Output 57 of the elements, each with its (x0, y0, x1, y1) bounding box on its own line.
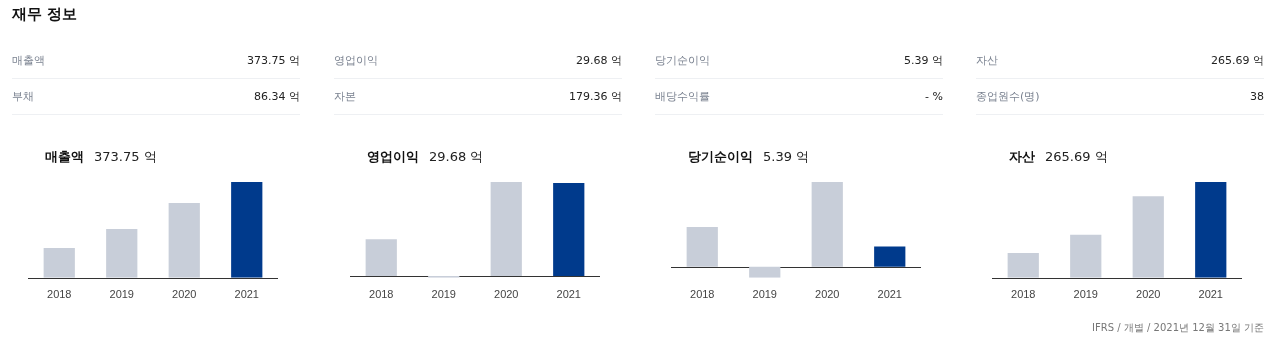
x-tick-label: 2020 (494, 288, 519, 301)
bar (43, 248, 75, 278)
chart-subtitle: 5.39 억 (763, 149, 810, 164)
text: 179.36 억 (569, 89, 622, 104)
x-tick-label: 2021 (556, 288, 581, 301)
bar (811, 182, 843, 267)
bar (686, 226, 718, 267)
x-tick-label: 2021 (877, 288, 902, 301)
x-tick-label: 2018 (690, 288, 715, 301)
text: 당기순이익 (655, 53, 710, 68)
chart-title: 당기순이익 (688, 149, 753, 164)
bar (749, 266, 781, 278)
text: 영업이익 (334, 53, 378, 68)
text: 배당수익률 (655, 89, 710, 104)
bar (168, 203, 200, 278)
x-tick-label: 2021 (234, 288, 259, 301)
x-tick-label: 2018 (1011, 288, 1036, 301)
text: 38 (1250, 90, 1264, 103)
x-tick-label: 2018 (47, 288, 72, 301)
bar (553, 182, 585, 276)
bar (1195, 182, 1227, 278)
x-tick-label: 2021 (1198, 288, 1223, 301)
chart-subtitle: 265.69 억 (1045, 149, 1108, 164)
text: 종업원수(명) (976, 89, 1040, 104)
chart-title: 자산 (1009, 149, 1035, 164)
x-tick-label: 2020 (815, 288, 840, 301)
text: 86.34 억 (254, 89, 300, 104)
bar (490, 182, 522, 276)
text: 부채 (12, 89, 34, 104)
x-tick-label: 2019 (752, 288, 777, 301)
text: IFRS / 개별 / 2021년 12월 31일 기준 (1092, 321, 1264, 335)
bar (231, 182, 263, 278)
text: 자산 (976, 53, 998, 68)
bar (874, 246, 906, 267)
chart-subtitle: 373.75 억 (94, 149, 157, 164)
text: 29.68 억 (576, 53, 622, 68)
bar (1132, 196, 1164, 278)
x-tick-label: 2018 (369, 288, 394, 301)
text: 매출액 (12, 53, 45, 68)
x-tick-label: 2019 (1073, 288, 1098, 301)
x-tick-label: 2020 (172, 288, 197, 301)
x-tick-label: 2019 (109, 288, 134, 301)
chart-title: 영업이익 (367, 149, 419, 164)
text: - % (925, 90, 943, 103)
chart-subtitle: 29.68 억 (429, 149, 484, 164)
text: 5.39 억 (904, 53, 943, 68)
bar (365, 239, 397, 276)
x-tick-label: 2020 (1136, 288, 1161, 301)
bar (1070, 234, 1102, 278)
text: 265.69 억 (1211, 53, 1264, 68)
text: 자본 (334, 89, 356, 104)
bar (106, 228, 138, 278)
x-tick-label: 2019 (431, 288, 456, 301)
text: 373.75 억 (247, 53, 300, 68)
chart-title: 매출액 (45, 149, 84, 164)
text: 재무 정보 (12, 5, 78, 24)
bar (1007, 252, 1039, 278)
